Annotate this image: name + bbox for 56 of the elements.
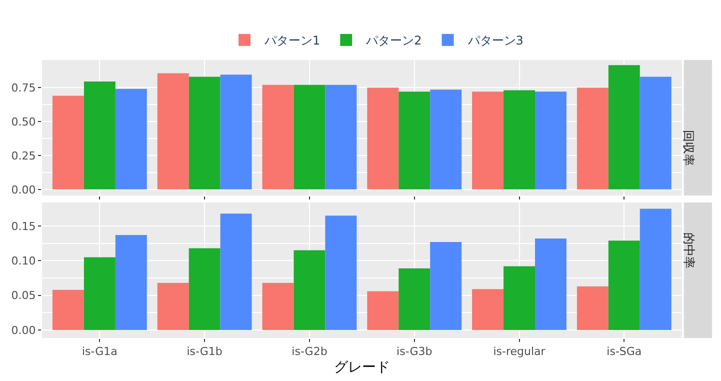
x-tick-label: is-G1b	[186, 345, 222, 358]
legend-label: パターン2	[365, 34, 422, 48]
bar	[367, 291, 399, 330]
bar	[84, 81, 116, 190]
y-tick-label: 0.10	[11, 254, 36, 268]
y-tick-label: 0.75	[11, 81, 36, 94]
bar	[608, 240, 640, 330]
bar	[504, 266, 535, 330]
y-tick-label: 0.05	[11, 289, 36, 302]
legend-label: パターン1	[264, 34, 320, 48]
x-tick-label: is-G2b	[292, 345, 328, 358]
bar	[535, 238, 566, 330]
bar	[325, 216, 357, 330]
bar	[398, 268, 430, 330]
x-tick-label: is-G1a	[82, 345, 118, 358]
bar	[157, 73, 189, 190]
bar	[576, 286, 608, 330]
bar	[220, 74, 252, 190]
bar	[430, 90, 462, 190]
y-tick-label: 0.15	[11, 220, 36, 233]
text: 回収率	[682, 130, 696, 166]
y-tick-label: 0.00	[11, 324, 36, 337]
legend-label: パターン3	[466, 34, 524, 48]
bar	[504, 90, 535, 190]
bar	[52, 290, 84, 330]
bar	[472, 92, 504, 190]
bar	[640, 76, 672, 190]
bar	[262, 84, 294, 190]
bar	[535, 92, 566, 190]
bar	[220, 214, 252, 330]
bar	[576, 88, 608, 190]
bar	[84, 257, 116, 330]
y-tick-label: 0.50	[11, 115, 36, 128]
text: 的中率	[682, 232, 696, 268]
bar	[115, 88, 147, 190]
bar	[188, 76, 220, 190]
bar	[294, 250, 326, 330]
bar	[367, 88, 399, 190]
bar	[398, 92, 430, 190]
bar	[294, 84, 326, 190]
bar	[52, 96, 84, 190]
bar	[157, 282, 189, 330]
bar	[430, 242, 462, 330]
bar	[640, 208, 672, 330]
x-tick-label: is-G3b	[396, 345, 432, 358]
bar	[472, 289, 504, 330]
bar	[608, 65, 640, 190]
bar	[262, 282, 294, 330]
x-tick-label: is-regular	[493, 345, 546, 358]
bar	[115, 235, 147, 330]
bar	[325, 84, 357, 190]
y-tick-label: 0.25	[11, 149, 36, 162]
bar	[188, 248, 220, 330]
y-tick-label: 0.00	[11, 183, 36, 196]
x-axis-title: グレード	[334, 360, 390, 376]
x-tick-label: is-SGa	[606, 345, 642, 358]
